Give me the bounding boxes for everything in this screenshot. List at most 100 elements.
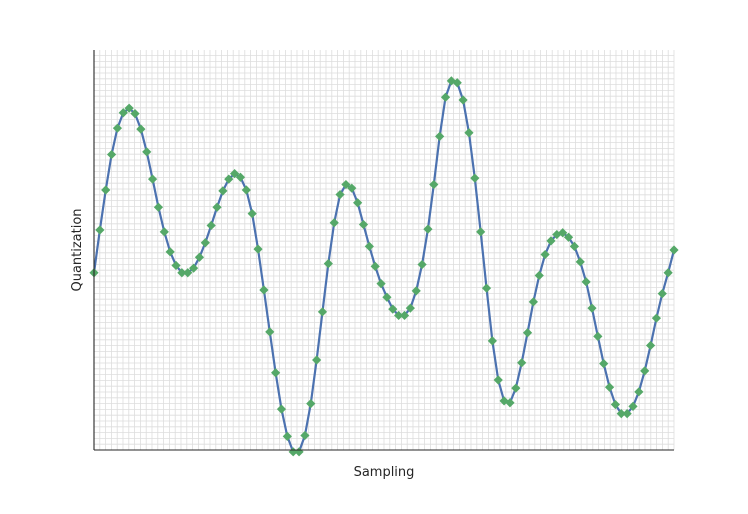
data-point	[540, 249, 550, 260]
data-point	[130, 109, 140, 119]
data-point	[511, 383, 521, 393]
data-point	[183, 268, 193, 278]
data-point	[347, 183, 357, 193]
data-point	[153, 202, 164, 212]
data-point	[159, 227, 169, 237]
data-point	[435, 131, 445, 141]
data-point	[569, 241, 579, 251]
data-point	[429, 179, 439, 190]
data-point	[282, 431, 292, 441]
data-point	[616, 409, 626, 419]
data-point	[101, 185, 111, 195]
data-point	[563, 232, 574, 242]
data-point	[499, 396, 509, 406]
data-point	[224, 174, 234, 184]
data-point	[230, 169, 240, 179]
data-point	[628, 401, 638, 411]
data-point	[306, 399, 316, 409]
data-point	[481, 283, 492, 293]
data-point	[253, 244, 263, 254]
data-point	[95, 225, 105, 235]
data-point	[575, 257, 585, 267]
data-point	[458, 95, 468, 105]
data-point	[212, 202, 222, 212]
axes	[93, 50, 674, 451]
data-point	[558, 228, 568, 238]
data-point	[604, 382, 615, 392]
data-point	[364, 241, 374, 251]
series-line-layer	[92, 79, 676, 453]
data-point	[505, 398, 515, 408]
data-point	[587, 303, 597, 313]
data-point	[640, 366, 650, 376]
data-point	[517, 358, 527, 368]
data-point	[194, 252, 205, 262]
data-point	[235, 172, 246, 182]
data-point	[329, 218, 339, 228]
data-point	[528, 297, 538, 307]
data-point	[106, 149, 117, 160]
data-point	[376, 279, 386, 289]
data-point	[388, 304, 398, 314]
data-point	[657, 289, 667, 299]
data-point	[546, 236, 556, 246]
data-point	[259, 285, 269, 295]
data-point	[464, 128, 474, 138]
data-point	[142, 147, 152, 157]
data-point	[476, 227, 486, 237]
series-line	[92, 79, 676, 453]
y-axis-label: Quantization	[70, 208, 85, 291]
x-axis-label: Sampling	[354, 465, 415, 480]
data-point	[335, 189, 345, 200]
data-point	[493, 375, 503, 385]
data-point	[417, 259, 427, 270]
data-point	[312, 355, 322, 365]
data-point	[147, 174, 158, 184]
data-point	[276, 404, 287, 414]
data-point	[581, 277, 591, 287]
data-point	[599, 359, 609, 369]
data-point	[300, 430, 310, 441]
data-point	[610, 399, 621, 410]
data-point	[323, 259, 333, 269]
data-point	[189, 263, 199, 273]
data-point	[241, 185, 251, 195]
data-point	[411, 286, 421, 296]
data-point	[663, 268, 673, 278]
data-point	[634, 387, 644, 397]
data-point	[124, 103, 134, 113]
data-point	[470, 173, 480, 183]
data-point	[399, 310, 410, 321]
data-point	[112, 123, 123, 133]
data-point	[534, 270, 544, 281]
data-point	[452, 78, 462, 88]
grid	[93, 50, 675, 451]
data-point	[247, 209, 257, 219]
data-point	[487, 336, 497, 346]
data-point	[394, 310, 404, 321]
data-point	[669, 245, 679, 255]
data-point	[265, 327, 275, 337]
data-point	[206, 220, 216, 231]
data-point	[271, 368, 281, 378]
data-point	[200, 238, 210, 248]
data-point	[165, 247, 175, 257]
data-point	[593, 331, 603, 341]
data-point	[622, 409, 632, 419]
data-point	[118, 108, 128, 118]
data-point	[370, 261, 380, 271]
data-point	[136, 124, 146, 134]
marker-layer	[89, 76, 679, 457]
data-point	[522, 328, 533, 338]
data-point	[405, 303, 415, 313]
data-point	[341, 179, 351, 190]
data-point	[317, 307, 328, 317]
data-point	[645, 340, 656, 351]
data-point	[382, 292, 392, 302]
data-point	[440, 92, 451, 102]
data-point	[171, 260, 181, 271]
data-point	[353, 198, 363, 208]
data-point	[218, 186, 228, 196]
